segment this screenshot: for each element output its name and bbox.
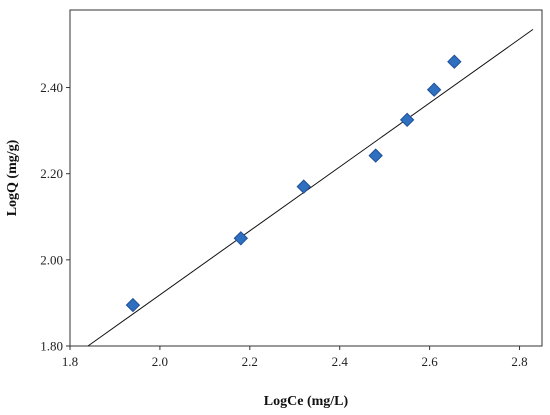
data-point-diamond [447,54,462,69]
data-point-diamond [125,297,141,313]
x-tick-label: 2.4 [332,354,349,369]
data-points [125,54,462,313]
x-tick-label: 2.0 [152,354,168,369]
data-point-diamond [399,112,415,128]
x-axis-title: LogCe (mg/L) [264,394,349,409]
y-tick-label: 2.00 [40,252,63,267]
y-axis: 1.80 2.00 2.20 2.40 [40,80,70,354]
y-tick-label: 2.20 [40,166,63,181]
x-tick-label: 1.8 [62,354,78,369]
data-point-diamond [368,148,383,163]
x-tick-label: 2.8 [511,354,527,369]
data-point-diamond [426,82,442,97]
plot-area [69,9,543,347]
y-axis-title: LogQ (mg/g) [5,139,20,216]
data-point-diamond [296,179,311,194]
data-point-diamond [233,231,249,246]
regression-line [87,28,534,347]
x-tick-label: 2.6 [421,354,438,369]
y-tick-label: 2.40 [40,80,63,95]
y-tick-label: 1.80 [40,339,63,354]
x-tick-label: 2.2 [242,354,258,369]
x-axis: 1.8 2.0 2.2 2.4 2.6 2.8 [62,346,528,369]
